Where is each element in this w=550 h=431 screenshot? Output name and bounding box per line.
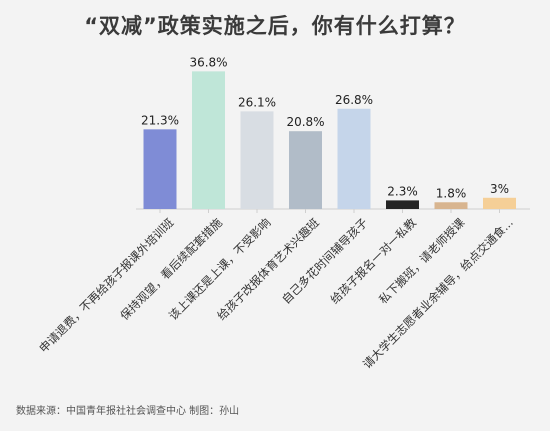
category-label-5: 自己多花时间辅导孩子 — [279, 215, 370, 306]
data-label-6: 2.3% — [387, 184, 418, 198]
data-label-1: 21.3% — [141, 113, 179, 127]
bar-3 — [240, 111, 274, 209]
data-label-7: 1.8% — [436, 186, 467, 200]
category-label-7: 私下搬班，请老师授课 — [376, 215, 468, 307]
bar-8 — [483, 197, 516, 209]
bar-1 — [143, 129, 177, 209]
bar-5 — [337, 108, 371, 209]
data-label-5: 26.8% — [335, 93, 373, 107]
bar-4 — [289, 131, 322, 209]
chart-title: “双减”政策实施之后，你有什么打算？ — [84, 14, 466, 38]
data-label-3: 26.1% — [238, 95, 276, 109]
category-label-6: 给孩子报名一对一私教 — [328, 215, 420, 307]
source-note: 数据来源：中国青年报社社会调查中心 制图：孙山 — [16, 406, 240, 417]
bar-7 — [434, 202, 468, 209]
data-label-4: 20.8% — [286, 115, 324, 129]
bar-6 — [386, 200, 419, 209]
data-label-8: 3% — [490, 182, 509, 196]
data-label-2: 36.8% — [189, 55, 227, 69]
bar-2 — [192, 71, 225, 209]
